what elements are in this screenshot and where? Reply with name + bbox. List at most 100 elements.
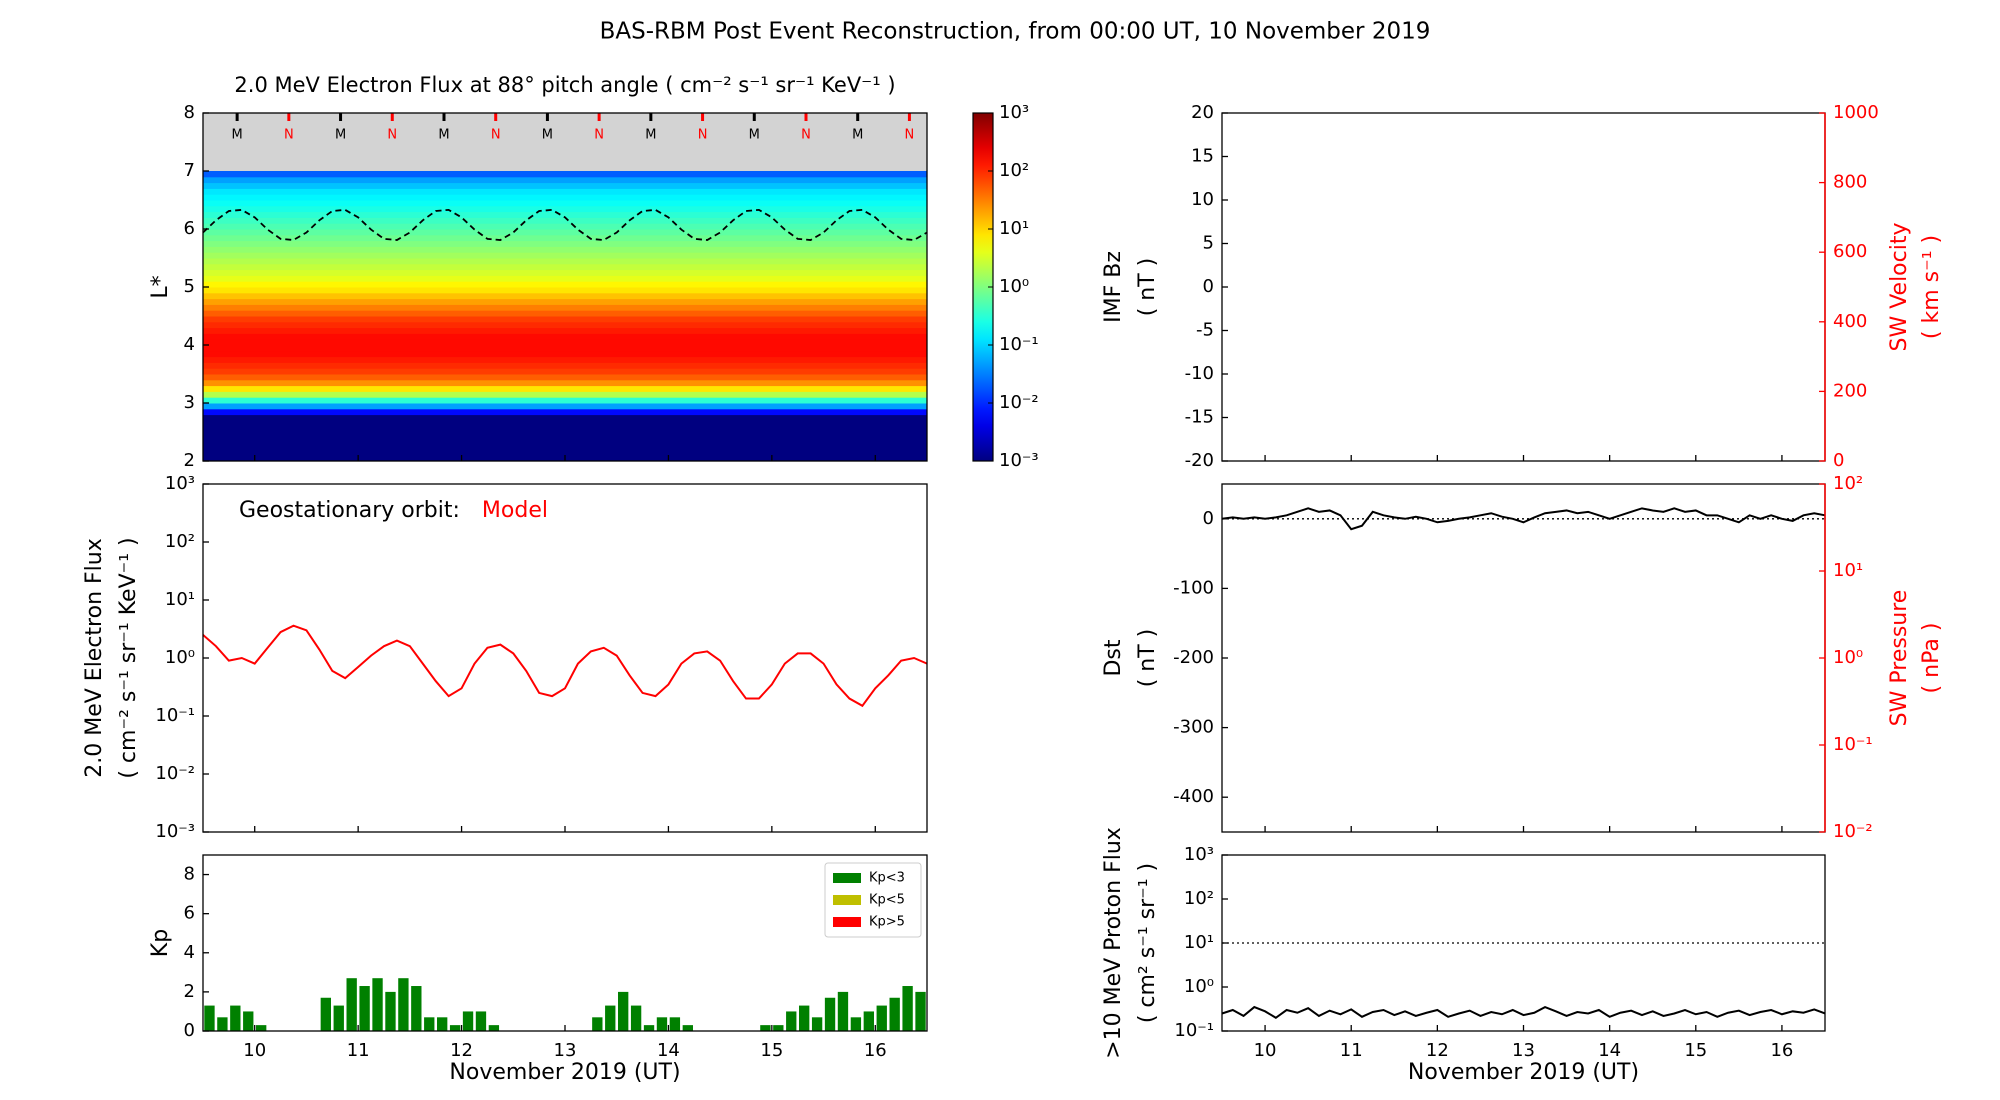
- heatmap-row: [203, 223, 927, 230]
- heatmap-row: [203, 234, 927, 242]
- y-axis-label: ( cm² s⁻¹ sr⁻¹ ): [1135, 863, 1160, 1023]
- heatmap-row: [203, 217, 927, 224]
- bar: [449, 1025, 461, 1031]
- bar: [902, 986, 913, 1031]
- heatmap-row: [203, 397, 927, 404]
- y2-tick-label: 1000: [1833, 102, 1879, 123]
- bar: [824, 997, 836, 1031]
- bar: [592, 1017, 603, 1031]
- x-axis-label: November 2019 (UT): [1408, 1060, 1639, 1085]
- y-tick-label: 5: [184, 276, 195, 297]
- y2-tick-label: 600: [1833, 241, 1867, 262]
- y-tick-label: 4: [184, 334, 195, 355]
- heatmap-row: [203, 368, 927, 375]
- bar: [876, 1005, 887, 1031]
- y2-tick-label: 0: [1833, 450, 1844, 471]
- heatmap-row: [203, 171, 927, 178]
- heatmap-row: [203, 420, 927, 427]
- heatmap-row: [203, 333, 927, 340]
- heatmap-row: [203, 205, 927, 213]
- heatmap-row: [203, 287, 927, 294]
- y-tick-label: 20: [1191, 102, 1214, 123]
- heatmap-row: [203, 374, 927, 381]
- bar: [669, 1017, 681, 1031]
- heatmap-row: [203, 391, 927, 398]
- y-tick-label: 10¹: [165, 589, 195, 610]
- heatmap-row: [203, 310, 927, 317]
- y-axis-label: L*: [148, 275, 173, 298]
- y-tick-label: 10¹: [1184, 932, 1214, 953]
- heatmap-row: [203, 403, 927, 410]
- y-tick-label: 10⁻¹: [155, 705, 195, 726]
- axes-frame: [202, 854, 928, 1032]
- y-tick-label: -400: [1173, 786, 1214, 807]
- time-marker-label: N: [698, 128, 708, 143]
- heatmap-row: [203, 414, 927, 421]
- heatmap-row: [203, 437, 927, 445]
- x-tick-label: 13: [1512, 1040, 1535, 1061]
- x-tick-label: 16: [864, 1040, 887, 1061]
- bar: [889, 997, 900, 1031]
- data-line: [202, 624, 928, 708]
- bar: [217, 1017, 228, 1031]
- colorbar-tick-label: 10⁻¹: [999, 334, 1039, 355]
- y-tick-label: 10⁰: [1184, 976, 1214, 997]
- heatmap-row: [203, 408, 927, 416]
- y-tick-label: -100: [1173, 577, 1214, 598]
- y-tick-label: 8: [184, 864, 195, 885]
- time-marker-label: M: [645, 128, 656, 143]
- y-axis-label: ( cm⁻² s⁻¹ sr⁻¹ KeV⁻¹ ): [116, 537, 141, 778]
- bar: [863, 1011, 874, 1031]
- y-tick-label: 0: [1203, 276, 1214, 297]
- legend-swatch: [833, 895, 861, 905]
- x-axis-label: November 2019 (UT): [449, 1060, 680, 1085]
- bar: [605, 1005, 616, 1031]
- heatmap-row: [203, 304, 927, 311]
- y2-tick-label: 10⁰: [1833, 647, 1863, 668]
- y-tick-label: -15: [1185, 407, 1214, 428]
- x-tick-label: 10: [1254, 1040, 1277, 1061]
- y-tick-label: 10⁻²: [155, 763, 195, 784]
- bar: [398, 978, 409, 1031]
- data-line: [1221, 1005, 1826, 1019]
- legend-swatch: [833, 917, 861, 927]
- time-marker-label: M: [438, 128, 449, 143]
- y-axis-label: IMF Bz: [1101, 251, 1126, 323]
- data-line: [1221, 507, 1826, 531]
- y-tick-label: 4: [184, 942, 195, 963]
- y-axis-label: Dst: [1101, 639, 1126, 676]
- x-tick-label: 12: [1426, 1040, 1449, 1061]
- y-tick-label: 6: [184, 903, 195, 924]
- bar: [850, 1017, 862, 1031]
- bar: [256, 1025, 267, 1031]
- colorbar-tick-label: 10¹: [999, 218, 1029, 239]
- time-marker-label: M: [335, 128, 346, 143]
- bar: [618, 991, 629, 1031]
- bar: [230, 1005, 241, 1031]
- time-marker-label: N: [284, 128, 294, 143]
- y2-tick-label: 400: [1833, 311, 1867, 332]
- y-axis-label: ( nT ): [1135, 629, 1160, 688]
- y-tick-label: 7: [184, 160, 195, 181]
- y-tick-label: 10²: [165, 531, 195, 552]
- annotation: Model: [482, 498, 548, 523]
- legend-label: Kp<5: [869, 893, 905, 908]
- bar: [488, 1025, 500, 1031]
- y-tick-label: 2: [184, 981, 195, 1002]
- x-tick-label: 11: [347, 1040, 370, 1061]
- colorbar-tick-label: 10³: [999, 102, 1029, 123]
- bar: [204, 1005, 215, 1031]
- y-axis-label: Kp: [148, 929, 173, 957]
- colorbar-tick-label: 10⁰: [999, 276, 1029, 297]
- y-tick-label: -20: [1185, 450, 1214, 471]
- y-tick-label: 10: [1191, 189, 1214, 210]
- y-axis-label: SW Pressure: [1887, 590, 1912, 727]
- heatmap-row: [203, 292, 927, 300]
- y-tick-label: -200: [1173, 647, 1214, 668]
- figure-title: BAS-RBM Post Event Reconstruction, from …: [600, 19, 1431, 45]
- y-tick-label: -10: [1185, 363, 1214, 384]
- y-tick-label: 8: [184, 102, 195, 123]
- heatmap-row: [203, 327, 927, 334]
- x-tick-label: 14: [657, 1040, 680, 1061]
